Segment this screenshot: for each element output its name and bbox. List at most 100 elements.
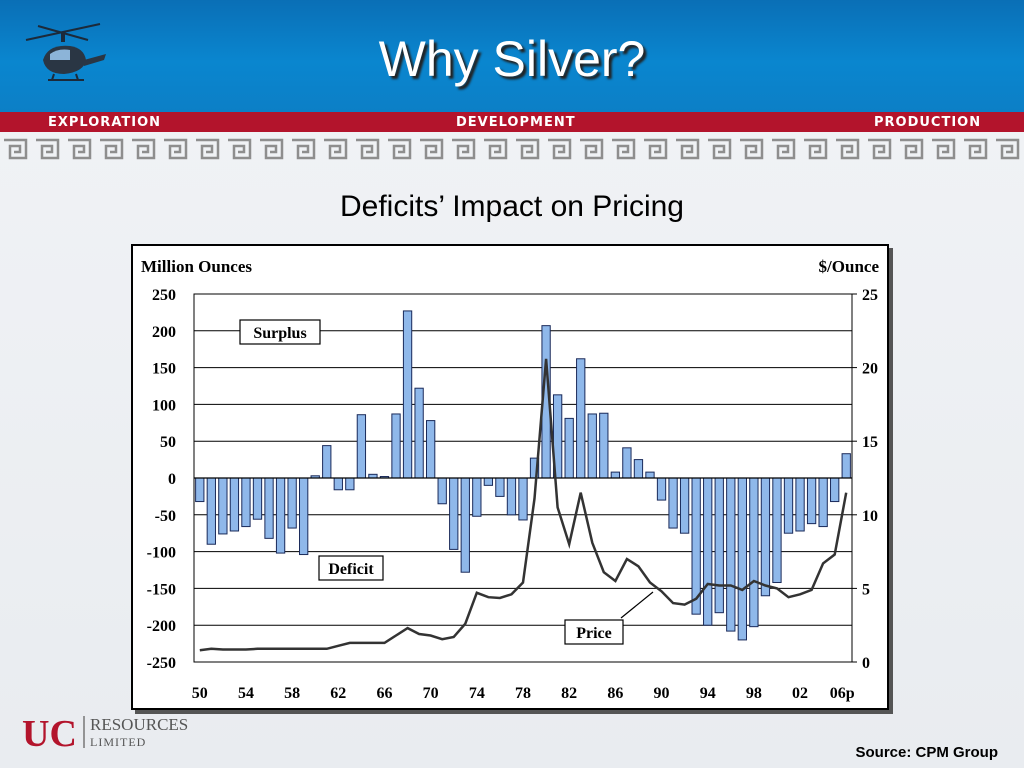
bar	[437, 477, 447, 505]
bar	[749, 477, 759, 628]
bar	[679, 477, 690, 534]
bar	[610, 471, 621, 479]
x-tick-label: 74	[469, 685, 485, 702]
x-tick-label: 58	[284, 685, 300, 702]
bar	[830, 477, 840, 503]
bar	[645, 471, 655, 479]
bar	[218, 477, 228, 535]
company-logo: UC RESOURCES LIMITED	[22, 713, 188, 752]
bar	[783, 477, 794, 534]
left-tick-label: -150	[147, 581, 176, 598]
bar	[264, 477, 274, 539]
x-tick-label: 50	[192, 685, 208, 702]
bar	[772, 477, 782, 584]
bar	[495, 477, 505, 497]
bar	[714, 477, 724, 614]
bar	[299, 477, 309, 556]
bar	[402, 310, 413, 479]
price-pointer	[620, 591, 654, 619]
x-tick-label: 54	[238, 685, 254, 702]
bar	[622, 447, 632, 479]
bar	[275, 477, 286, 554]
x-tick-label: 02	[792, 685, 808, 702]
right-tick-label: 20	[862, 361, 878, 378]
bar	[518, 477, 528, 521]
left-tick-label: 100	[152, 397, 176, 414]
bar	[795, 477, 805, 532]
bar	[841, 453, 851, 479]
bar	[460, 477, 470, 573]
bar	[633, 459, 644, 479]
left-tick-label: 250	[152, 287, 176, 304]
right-tick-label: 15	[862, 434, 878, 451]
bar	[576, 358, 586, 479]
chart-subtitle: Deficits’ Impact on Pricing	[339, 190, 684, 223]
right-tick-label: 5	[862, 581, 870, 598]
x-tick-label: 94	[700, 685, 716, 702]
band-label-exploration: EXPLORATION	[48, 115, 162, 130]
stage-band: EXPLORATION DEVELOPMENT PRODUCTION	[0, 112, 1024, 132]
bar	[656, 477, 667, 501]
bar	[806, 477, 817, 525]
price-line	[199, 358, 848, 652]
deficit-label-box	[318, 555, 384, 581]
bar	[229, 477, 240, 532]
bar	[356, 414, 367, 479]
x-tick-label: 06p	[830, 685, 855, 702]
deficit-label: Deficit	[328, 561, 374, 578]
bar	[241, 477, 251, 528]
bar	[483, 477, 494, 486]
header-banner: Why Silver?	[0, 0, 1024, 112]
bar	[449, 477, 459, 550]
x-tick-label: 86	[607, 685, 623, 702]
band-label-development: DEVELOPMENT	[456, 115, 576, 130]
surplus-label-box	[239, 319, 321, 345]
bar	[564, 417, 574, 479]
bar	[345, 477, 355, 491]
bar	[737, 477, 747, 641]
bar	[818, 477, 828, 528]
bar	[252, 477, 263, 520]
x-tick-label: 98	[746, 685, 762, 702]
left-tick-label: 50	[160, 434, 176, 451]
left-tick-label: 200	[152, 324, 176, 341]
left-tick-label: -50	[155, 508, 176, 525]
x-tick-label: 70	[423, 685, 439, 702]
slide-title: Why Silver?	[378, 31, 646, 87]
logo-mark: UC	[22, 713, 77, 752]
x-tick-label: 62	[330, 685, 346, 702]
x-tick-label: 78	[515, 685, 531, 702]
greek-key-border	[0, 134, 1024, 164]
x-tick-label: 90	[654, 685, 670, 702]
bar	[587, 413, 597, 479]
left-axis-title: Million Ounces	[141, 257, 252, 276]
bar	[391, 413, 401, 479]
bar	[506, 477, 517, 516]
left-tick-label: -100	[147, 545, 176, 562]
price-label-box	[564, 619, 624, 645]
bar	[668, 477, 678, 529]
bar	[287, 477, 297, 529]
bar	[726, 477, 736, 632]
bar	[760, 477, 771, 597]
band-label-production: PRODUCTION	[874, 115, 982, 130]
bar	[322, 445, 332, 479]
surplus-label: Surplus	[253, 325, 306, 342]
bar	[195, 477, 205, 503]
bar	[703, 477, 713, 626]
right-tick-label: 10	[862, 508, 878, 525]
x-tick-label: 82	[561, 685, 577, 702]
helicopter-icon	[25, 23, 106, 81]
x-tick-label: 66	[376, 685, 392, 702]
bar	[599, 412, 609, 479]
bar	[206, 477, 216, 545]
chart-panel: Million Ounces $/Ounce 250 200 150 100 50 0 -50-…	[131, 244, 889, 710]
combo-chart: Million Ounces $/Ounce250200150100500-50-…	[141, 257, 879, 702]
source-note: Source: CPM Group	[855, 744, 998, 761]
left-tick-label: -250	[147, 655, 176, 672]
left-tick-label: 0	[168, 471, 176, 488]
right-tick-label: 0	[862, 655, 870, 672]
price-label: Price	[576, 625, 612, 642]
bar	[414, 387, 424, 479]
logo-line1: RESOURCES	[90, 715, 188, 734]
